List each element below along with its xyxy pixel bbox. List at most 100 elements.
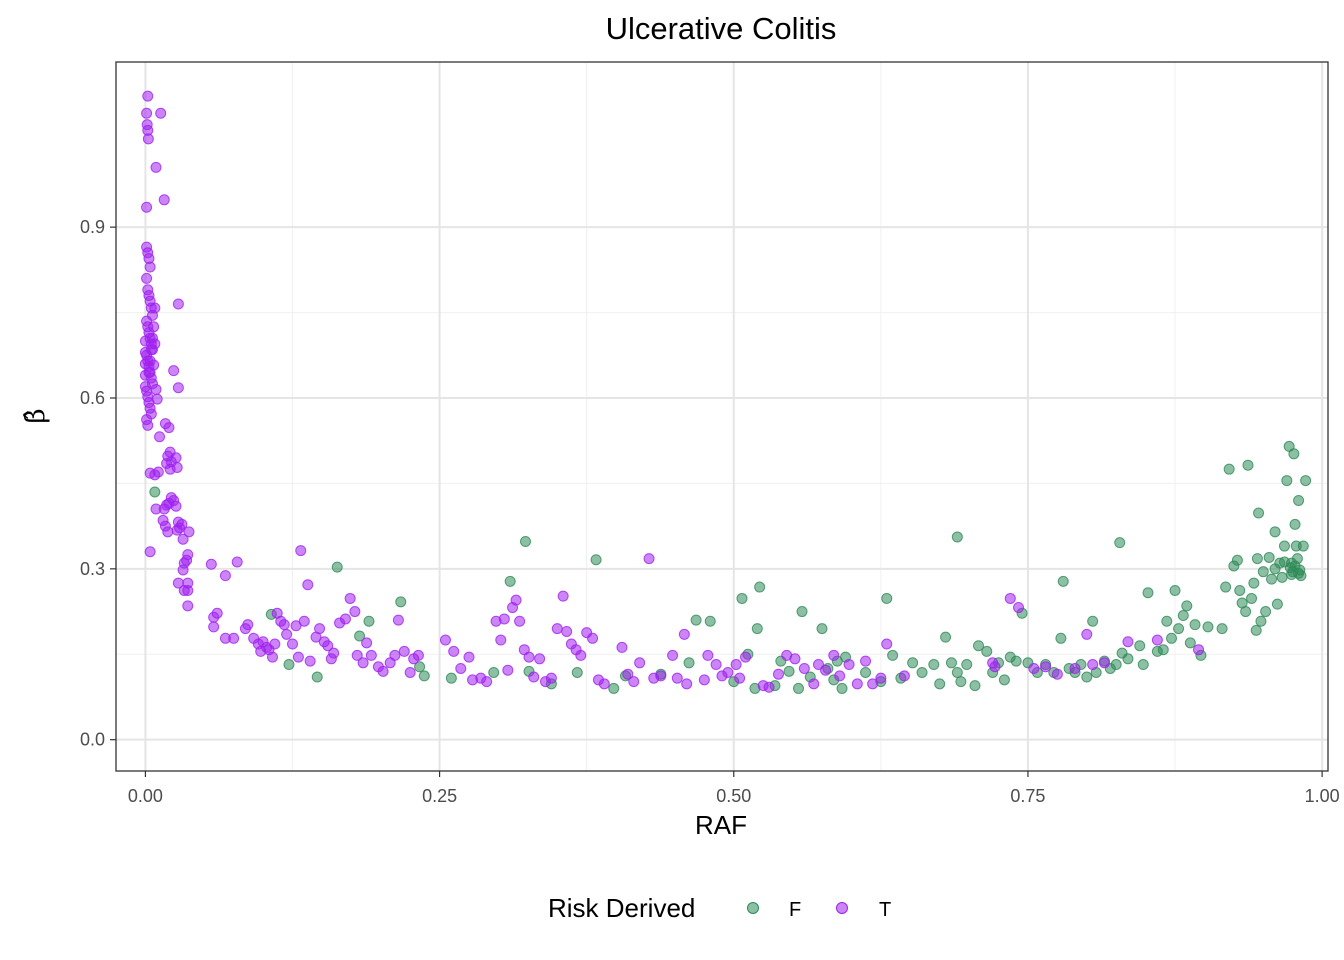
- point-f: [683, 657, 695, 669]
- point-f: [860, 666, 872, 678]
- point-f: [354, 630, 366, 642]
- point-f: [1246, 592, 1258, 604]
- point-t: [867, 678, 879, 690]
- x-tick-label: 0.00: [128, 786, 163, 806]
- point-t: [875, 672, 887, 684]
- point-t: [989, 661, 1001, 673]
- point-f: [1177, 610, 1189, 622]
- point-t: [404, 666, 416, 678]
- point-t: [141, 201, 153, 213]
- legend-label-t: T: [879, 899, 891, 921]
- point-t: [177, 533, 189, 545]
- point-t: [292, 651, 304, 663]
- point-t: [730, 659, 742, 671]
- point-f: [916, 666, 928, 678]
- point-t: [678, 628, 690, 640]
- point-t: [171, 524, 183, 536]
- point-f: [1110, 659, 1122, 671]
- point-f: [907, 657, 919, 669]
- point-f: [792, 682, 804, 694]
- point-t: [150, 383, 162, 395]
- point-f: [414, 661, 426, 673]
- point-t: [148, 359, 160, 371]
- point-t: [351, 649, 363, 661]
- point-t: [1028, 662, 1040, 674]
- point-t: [698, 674, 710, 686]
- point-f: [445, 672, 457, 684]
- point-t: [763, 681, 775, 693]
- point-t: [671, 672, 683, 684]
- point-t: [1051, 668, 1063, 680]
- point-t: [740, 651, 752, 663]
- point-f: [1255, 615, 1267, 627]
- plot-panel-border: [115, 61, 1329, 772]
- point-t: [154, 431, 166, 443]
- point-t: [1069, 662, 1081, 674]
- point-t: [172, 382, 184, 394]
- point-t: [142, 419, 154, 431]
- point-t: [534, 653, 546, 665]
- point-f: [1161, 615, 1173, 627]
- point-f: [1181, 600, 1193, 612]
- point-t: [498, 613, 510, 625]
- x-tick-label: 0.25: [422, 786, 457, 806]
- point-t: [361, 637, 373, 649]
- point-t: [349, 606, 361, 618]
- point-t: [398, 645, 410, 657]
- point-f: [1010, 655, 1022, 667]
- point-t: [561, 625, 573, 637]
- legend-title: Risk Derived: [548, 893, 695, 923]
- point-f: [1288, 448, 1300, 460]
- point-t: [322, 640, 334, 652]
- point-t: [139, 369, 151, 381]
- point-f: [934, 678, 946, 690]
- point-f: [1216, 623, 1228, 635]
- point-f: [945, 657, 957, 669]
- point-f: [1234, 584, 1246, 596]
- point-f: [149, 486, 161, 498]
- point-t: [798, 662, 810, 674]
- point-t: [151, 393, 163, 405]
- point-t: [267, 651, 278, 663]
- point-t: [162, 526, 174, 538]
- point-f: [571, 666, 583, 678]
- point-t: [149, 338, 161, 350]
- point-t: [328, 647, 340, 659]
- point-t: [141, 107, 153, 119]
- point-t: [139, 346, 151, 358]
- point-f: [418, 670, 430, 682]
- point-f: [1087, 615, 1099, 627]
- point-f: [1240, 606, 1252, 618]
- point-t: [722, 666, 734, 678]
- point-f: [1300, 475, 1312, 487]
- data-points: [139, 90, 1312, 694]
- point-t: [481, 676, 493, 688]
- point-t: [144, 546, 156, 558]
- legend-key-f: [747, 902, 759, 914]
- y-tick-label: 0.9: [80, 217, 105, 237]
- point-f: [1055, 632, 1067, 644]
- point-t: [211, 607, 223, 619]
- point-t: [545, 672, 557, 684]
- point-t: [575, 649, 587, 661]
- point-t: [551, 623, 563, 635]
- point-f: [836, 682, 848, 694]
- point-t: [667, 649, 679, 661]
- point-t: [702, 649, 714, 661]
- point-f: [1251, 553, 1263, 565]
- point-f: [736, 592, 748, 604]
- point-f: [1293, 495, 1305, 506]
- point-t: [1151, 634, 1163, 646]
- y-tick-label: 0.6: [80, 388, 105, 408]
- point-f: [969, 680, 981, 692]
- point-f: [1276, 571, 1288, 583]
- point-t: [860, 655, 872, 667]
- x-axis: 0.00 0.25 0.50 0.75 1.00: [128, 771, 1340, 806]
- point-f: [395, 596, 407, 608]
- point-f: [1253, 507, 1265, 519]
- point-t: [170, 500, 182, 512]
- point-t: [643, 553, 655, 565]
- point-t: [510, 594, 522, 606]
- y-axis-title: β̂: [21, 408, 51, 423]
